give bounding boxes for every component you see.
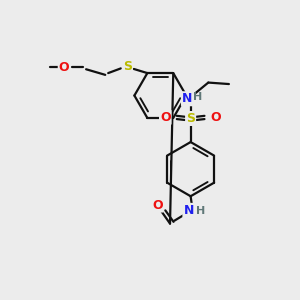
- Text: O: O: [160, 111, 171, 124]
- Text: H: H: [194, 92, 202, 102]
- Text: N: N: [183, 204, 194, 217]
- Text: H: H: [196, 206, 206, 216]
- Text: O: O: [59, 61, 69, 74]
- Text: S: S: [123, 60, 132, 73]
- Text: O: O: [211, 111, 221, 124]
- Text: O: O: [152, 199, 163, 212]
- Text: N: N: [182, 92, 192, 105]
- Text: S: S: [186, 112, 195, 125]
